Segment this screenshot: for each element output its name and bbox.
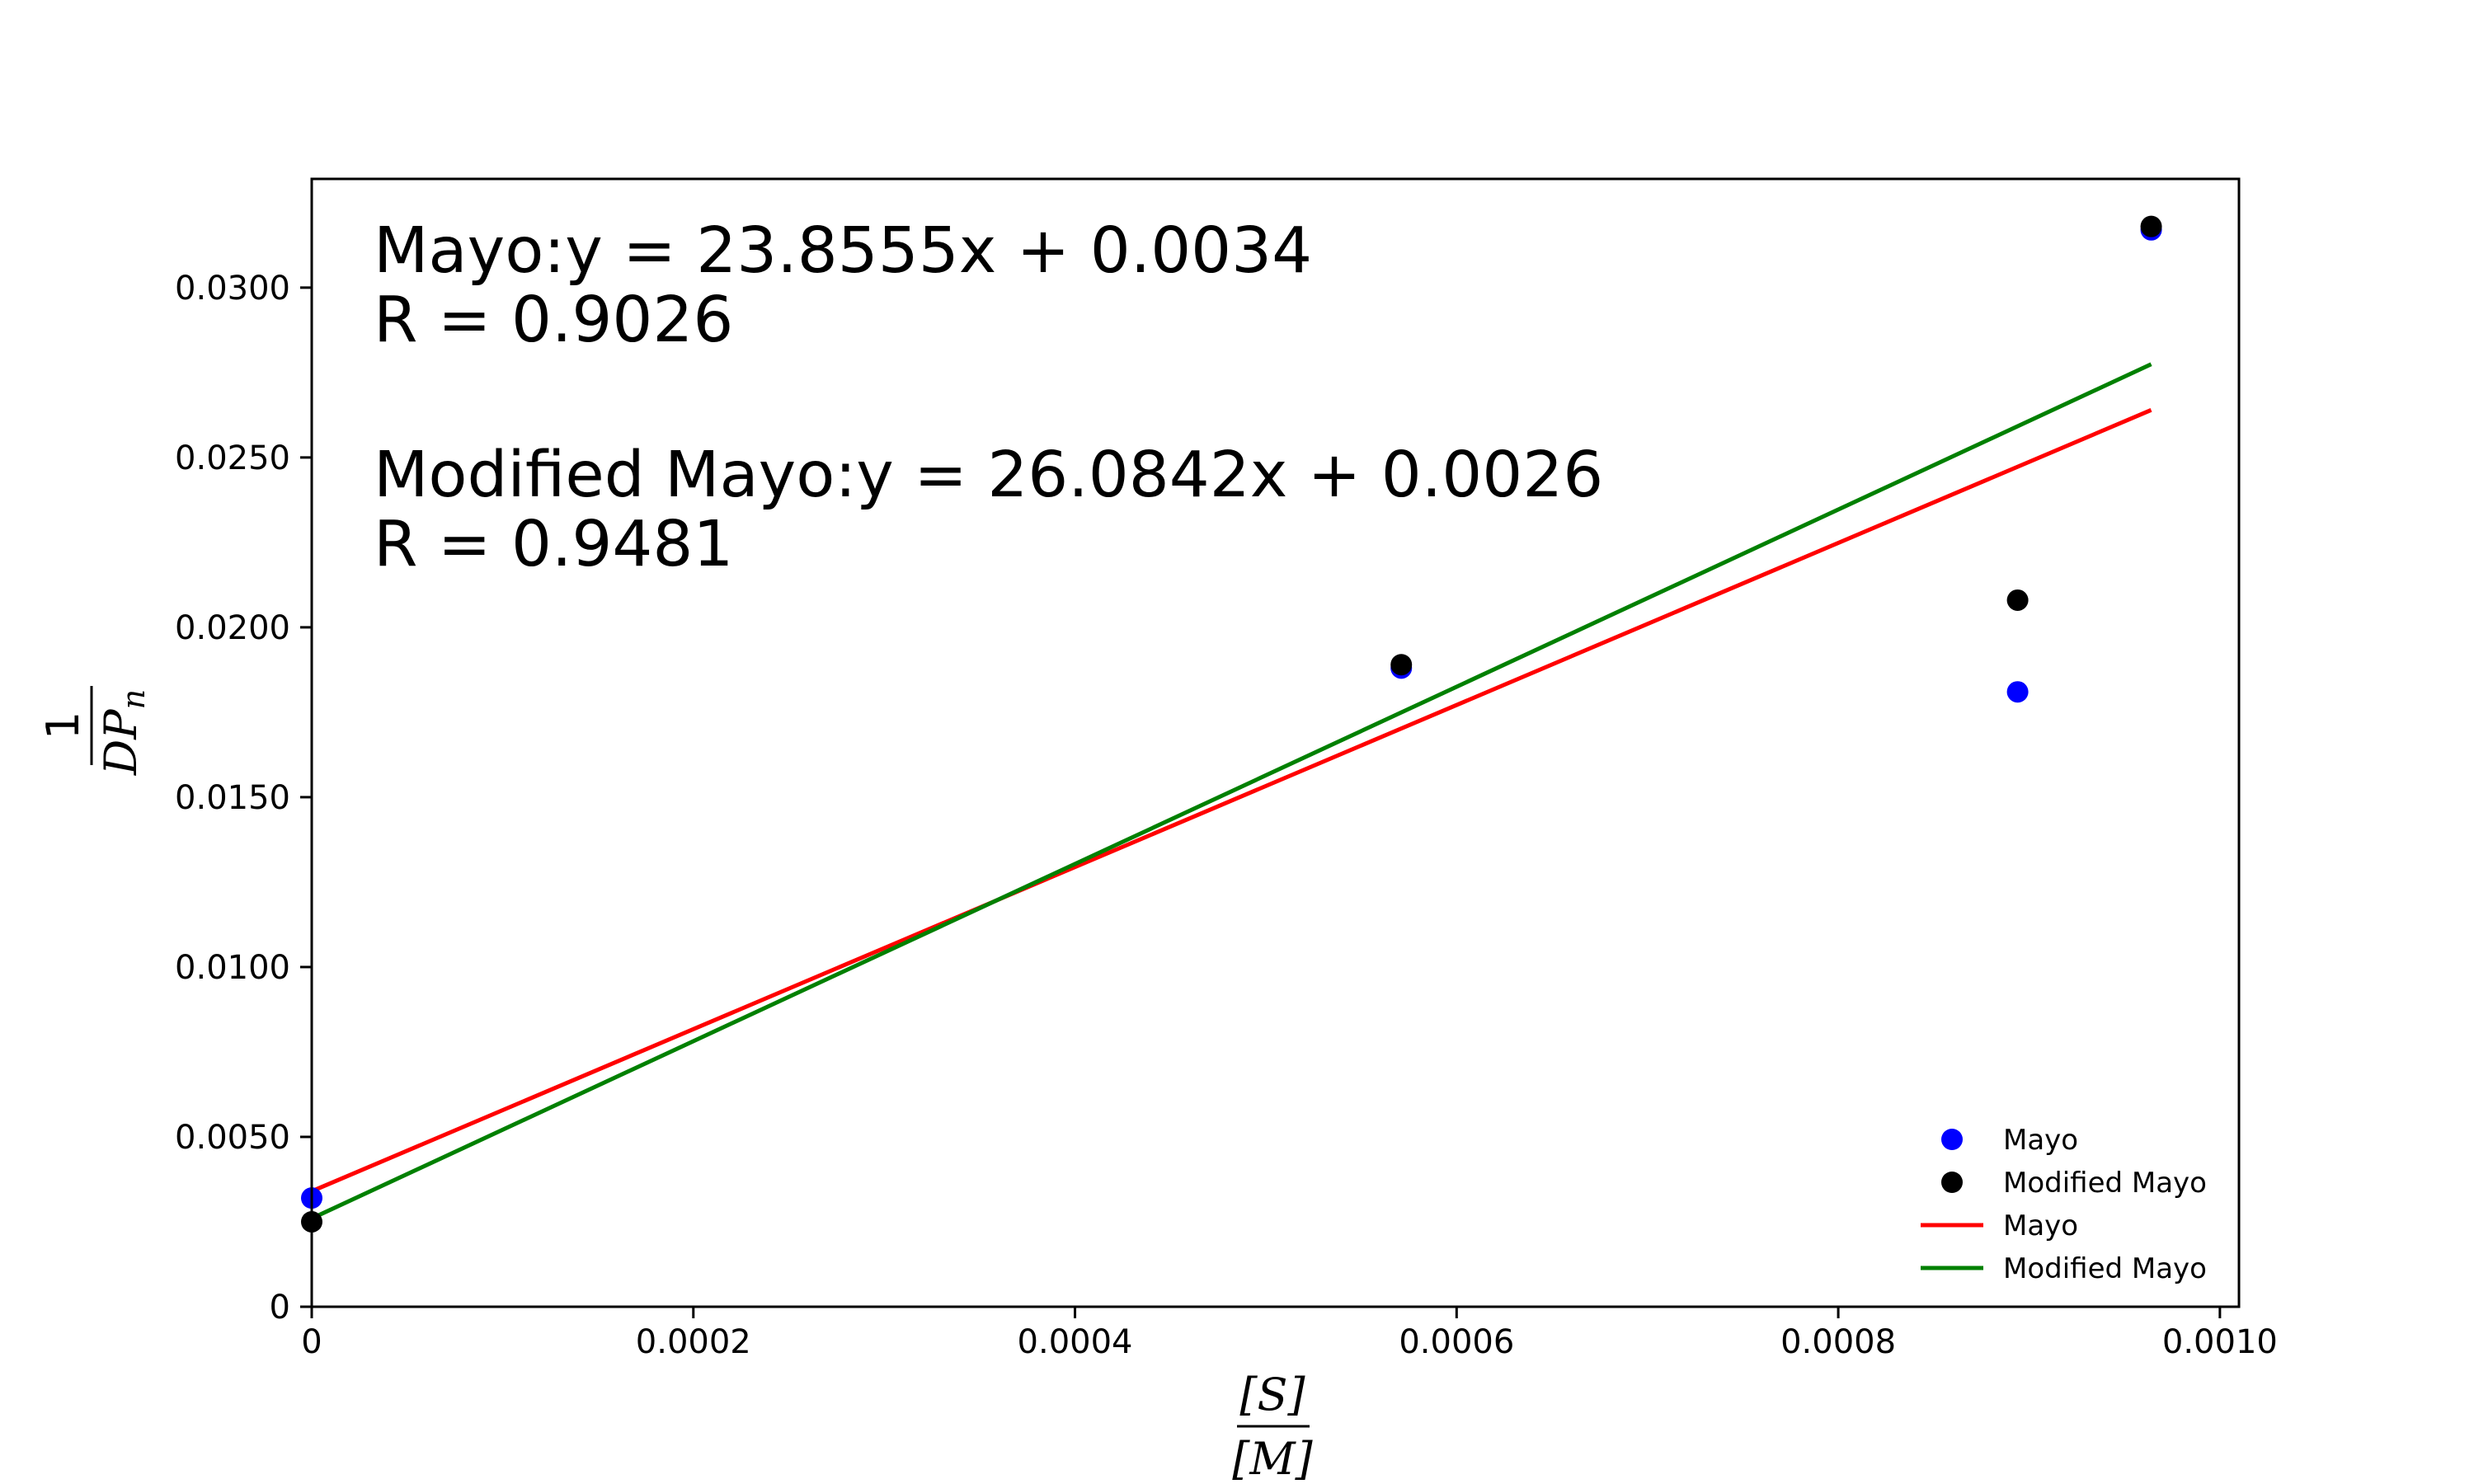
y-axis-label: 1 DPn [37, 686, 152, 776]
legend-label-mayo: Mayo [2003, 1209, 2078, 1242]
y-tick-label: 0.0250 [175, 439, 290, 477]
axes: 0 0.0002 0.0004 0.0006 0.0008 0.0010 0 0.0050 0.… [175, 177, 2278, 1361]
data-point-modified-mayo [1390, 654, 1413, 676]
y-tick-label: 0.0200 [175, 609, 290, 647]
x-axis-label: [S] [M] [1232, 1369, 1313, 1484]
annotation-mayo-equation: Mayo:y = 23.8555x + 0.0034 [374, 214, 1312, 288]
x-tick-label: 0.0006 [1399, 1323, 1514, 1361]
y-tick-label: 0 [270, 1289, 290, 1327]
y-axis-label-denominator: DPn [95, 689, 152, 776]
x-tick-label: 0.0004 [1018, 1323, 1133, 1361]
y-axis-label-numerator: 1 [37, 711, 89, 740]
fit-line-mayo [311, 408, 2152, 1194]
legend-label-mayo: Mayo [2003, 1124, 2078, 1157]
data-point-mayo [2006, 681, 2029, 703]
y-tick-label: 0.0300 [175, 270, 290, 308]
x-tick-label: 0.0002 [636, 1323, 751, 1361]
y-tick-label: 0.0100 [175, 949, 290, 987]
data-point-modified-mayo [2140, 215, 2162, 237]
y-tick-label: 0.0150 [175, 779, 290, 817]
y-tick-label: 0.0050 [175, 1119, 290, 1157]
y-axis-label-subscript: n [115, 689, 152, 709]
annotation-modified-mayo-r: R = 0.9481 [374, 508, 733, 581]
legend-marker-modified-mayo [1941, 1172, 1963, 1193]
legend-label-modified-mayo: Modified Mayo [2003, 1167, 2207, 1200]
annotation-mayo-r: R = 0.9026 [374, 284, 733, 357]
x-axis-label-numerator: [S] [1239, 1369, 1305, 1421]
x-tick-label: 0 [301, 1323, 322, 1361]
x-tick-label: 0.0008 [1780, 1323, 1896, 1361]
legend-label-modified-mayo: Modified Mayo [2003, 1252, 2207, 1285]
legend-marker-mayo [1941, 1129, 1963, 1150]
data-point-modified-mayo [2006, 589, 2029, 611]
plot-frame [310, 177, 2241, 1308]
x-tick-label: 0.0010 [2162, 1323, 2278, 1361]
equation-annotations: Mayo:y = 23.8555x + 0.0034 R = 0.9026 Mo… [374, 214, 1603, 581]
x-axis-label-denominator: [M] [1232, 1433, 1313, 1484]
annotation-modified-mayo-equation: Modified Mayo:y = 26.0842x + 0.0026 [374, 439, 1603, 512]
legend: Mayo Modified Mayo Mayo Modified Mayo [1921, 1124, 2207, 1285]
fit-line-modified-mayo [310, 362, 2152, 1221]
